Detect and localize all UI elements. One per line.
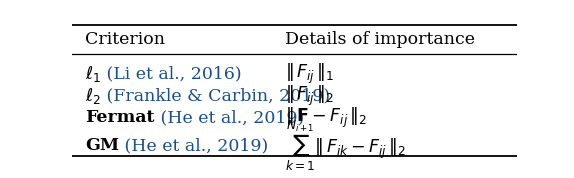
Text: $\ell_2$: $\ell_2$ [85,86,101,106]
Text: $\|\, F_{ij}\,\|_1$: $\|\, F_{ij}\,\|_1$ [285,62,334,86]
Text: GM: GM [85,137,119,154]
Text: (Li et al., 2016): (Li et al., 2016) [101,66,242,83]
Text: $\|\,\mathbf{F} - F_{ij}\,\|_2$: $\|\,\mathbf{F} - F_{ij}\,\|_2$ [285,106,367,130]
Text: $\|\, F_{ij}\,\|_2$: $\|\, F_{ij}\,\|_2$ [285,84,334,108]
Text: (He et al., 2019): (He et al., 2019) [154,109,304,127]
Text: $\sum_{k=1}^{N_{i+1}} \|\, F_{ik} - F_{ij}\,\|_2$: $\sum_{k=1}^{N_{i+1}} \|\, F_{ik} - F_{i… [285,118,406,173]
Text: $\ell_1$: $\ell_1$ [85,64,101,84]
Text: Fermat: Fermat [85,109,154,127]
Text: Criterion: Criterion [85,31,165,48]
Text: Details of importance: Details of importance [285,31,475,48]
Text: (He et al., 2019): (He et al., 2019) [119,137,269,154]
Text: (Frankle & Carbin, 2019): (Frankle & Carbin, 2019) [101,88,330,104]
